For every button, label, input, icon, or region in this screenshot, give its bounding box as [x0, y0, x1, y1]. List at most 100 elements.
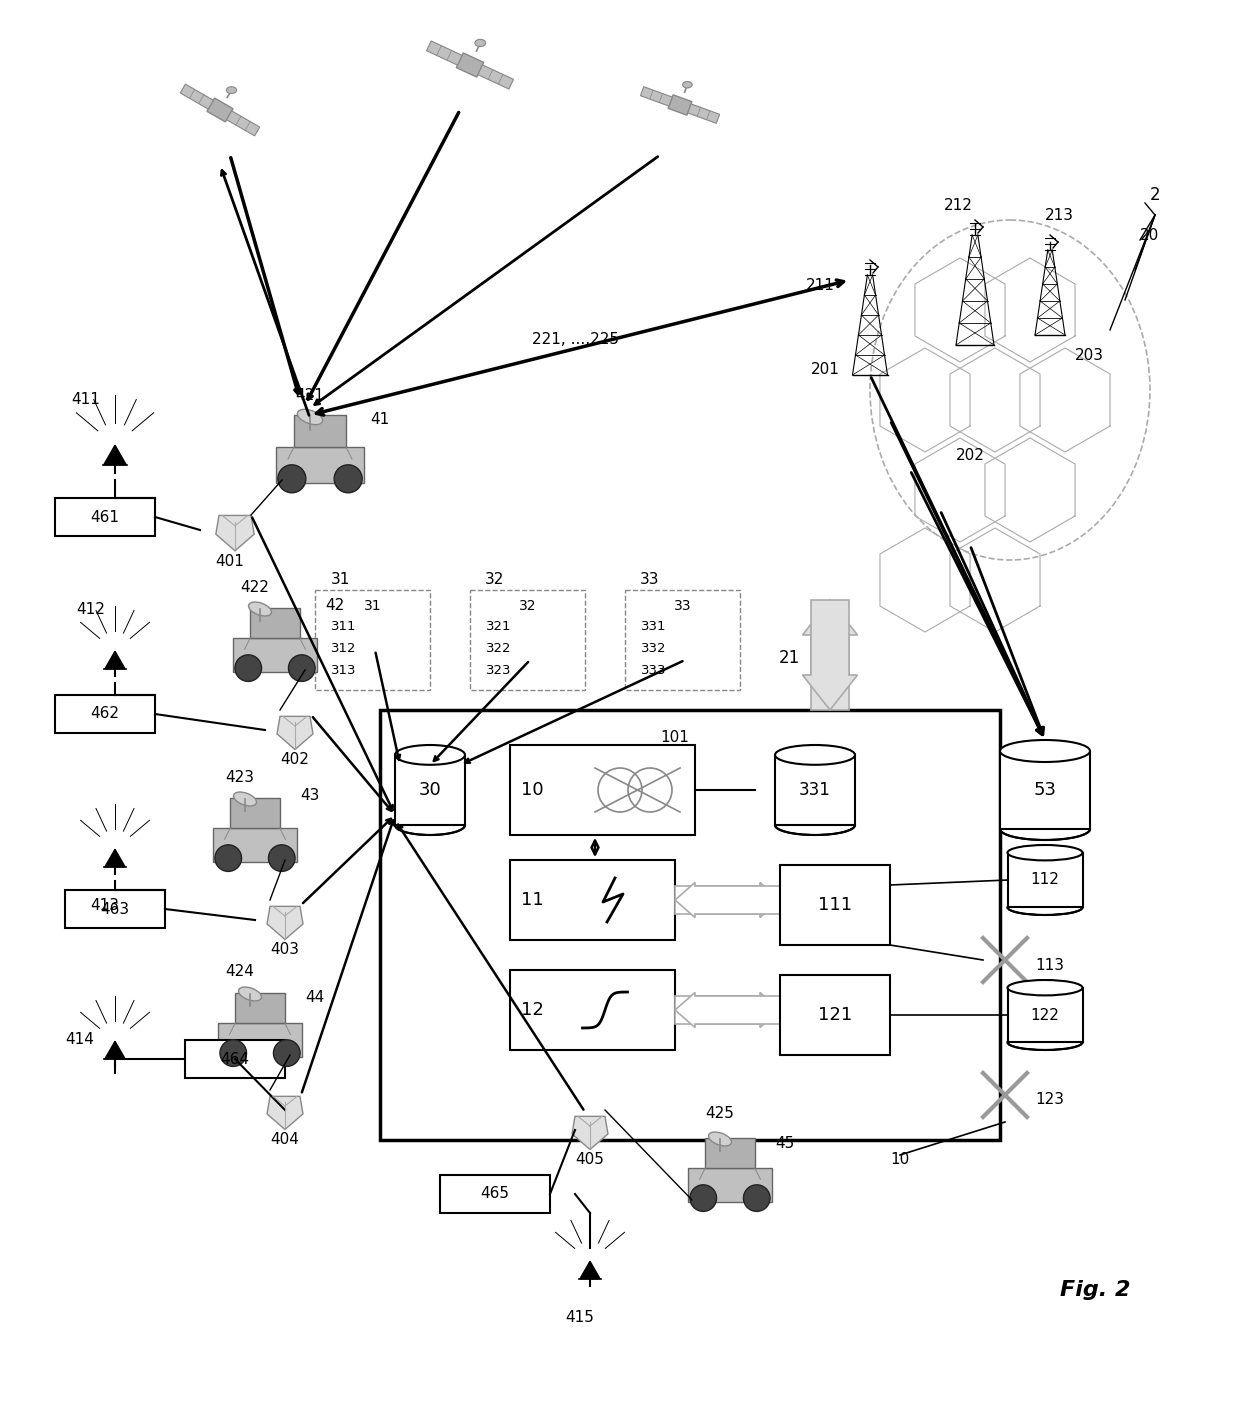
Text: 32: 32 [518, 599, 536, 613]
Bar [780, 865, 890, 945]
Ellipse shape [1007, 1035, 1083, 1050]
Circle shape [334, 465, 362, 492]
Text: 403: 403 [270, 942, 300, 958]
Polygon shape [580, 1261, 600, 1279]
FancyArrow shape [675, 992, 780, 1027]
Circle shape [289, 655, 315, 682]
Ellipse shape [775, 746, 856, 764]
Bar [999, 751, 1090, 830]
Bar [706, 1137, 755, 1168]
Ellipse shape [396, 815, 465, 835]
Text: 43: 43 [300, 787, 320, 803]
Text: 121: 121 [818, 1006, 852, 1025]
Text: 331: 331 [799, 781, 831, 798]
Ellipse shape [233, 793, 257, 805]
Bar [277, 447, 365, 482]
Polygon shape [104, 445, 126, 465]
Bar [233, 638, 316, 672]
Text: 462: 462 [91, 706, 119, 721]
Polygon shape [105, 850, 125, 867]
Text: 321: 321 [486, 619, 511, 632]
Ellipse shape [396, 746, 465, 764]
Text: 33: 33 [640, 572, 660, 588]
Text: 464: 464 [221, 1052, 249, 1066]
Ellipse shape [1007, 980, 1083, 996]
Text: 2: 2 [1149, 186, 1161, 203]
Polygon shape [207, 98, 233, 122]
Text: 221, ...,225: 221, ...,225 [532, 333, 619, 347]
Circle shape [268, 845, 295, 871]
Bar [185, 1040, 285, 1079]
Text: 405: 405 [575, 1153, 604, 1167]
Polygon shape [267, 906, 303, 939]
Bar [688, 1168, 771, 1202]
Bar [1007, 852, 1083, 908]
Bar [510, 859, 675, 941]
Ellipse shape [227, 87, 237, 94]
Text: 31: 31 [330, 572, 350, 588]
Polygon shape [277, 716, 312, 750]
Polygon shape [668, 95, 692, 115]
Text: 42: 42 [325, 598, 345, 612]
Polygon shape [640, 87, 672, 107]
FancyArrow shape [675, 882, 780, 918]
Ellipse shape [1007, 845, 1083, 861]
Text: 461: 461 [91, 509, 119, 525]
Text: 415: 415 [565, 1311, 594, 1325]
Bar [64, 889, 165, 928]
Text: 203: 203 [1075, 347, 1104, 363]
Text: 111: 111 [818, 896, 852, 914]
Bar [236, 992, 285, 1023]
Ellipse shape [1007, 899, 1083, 915]
Bar [625, 591, 740, 690]
Ellipse shape [475, 40, 486, 47]
Bar [780, 975, 890, 1054]
Polygon shape [688, 104, 719, 124]
Ellipse shape [298, 410, 322, 424]
Text: 322: 322 [486, 642, 511, 655]
Bar [231, 797, 280, 828]
Text: 332: 332 [641, 642, 667, 655]
Ellipse shape [999, 740, 1090, 761]
Text: 414: 414 [66, 1033, 94, 1047]
Text: Fig. 2: Fig. 2 [1060, 1281, 1130, 1301]
Text: 30: 30 [419, 781, 441, 798]
Text: 463: 463 [100, 902, 129, 916]
Bar [396, 754, 465, 825]
Text: 402: 402 [280, 753, 310, 767]
Polygon shape [477, 65, 513, 90]
Polygon shape [227, 111, 259, 135]
Text: 123: 123 [1035, 1093, 1064, 1107]
Text: 202: 202 [956, 447, 985, 462]
Bar [379, 710, 999, 1140]
Polygon shape [427, 41, 463, 65]
Text: 41: 41 [371, 413, 389, 427]
Bar [510, 970, 675, 1050]
Text: 404: 404 [270, 1133, 299, 1147]
Ellipse shape [775, 815, 856, 835]
FancyArrow shape [675, 992, 780, 1027]
Circle shape [744, 1185, 770, 1211]
Text: 411: 411 [71, 393, 100, 407]
Text: 31: 31 [363, 599, 382, 613]
Ellipse shape [708, 1133, 732, 1146]
Polygon shape [267, 1096, 303, 1130]
Ellipse shape [682, 81, 692, 88]
Polygon shape [572, 1117, 608, 1150]
Circle shape [234, 655, 262, 682]
Text: 311: 311 [331, 619, 357, 632]
Text: 211: 211 [806, 277, 835, 293]
Text: 313: 313 [331, 663, 357, 676]
Text: 122: 122 [1030, 1007, 1059, 1023]
Text: 33: 33 [673, 599, 691, 613]
Text: 425: 425 [706, 1106, 734, 1120]
Text: 32: 32 [485, 572, 505, 588]
Text: 213: 213 [1045, 208, 1074, 222]
Text: 10: 10 [521, 781, 543, 798]
FancyArrow shape [675, 882, 780, 918]
FancyArrow shape [802, 601, 858, 710]
Ellipse shape [248, 602, 272, 616]
Text: 21: 21 [779, 649, 800, 667]
Bar [315, 591, 430, 690]
Circle shape [274, 1040, 300, 1066]
